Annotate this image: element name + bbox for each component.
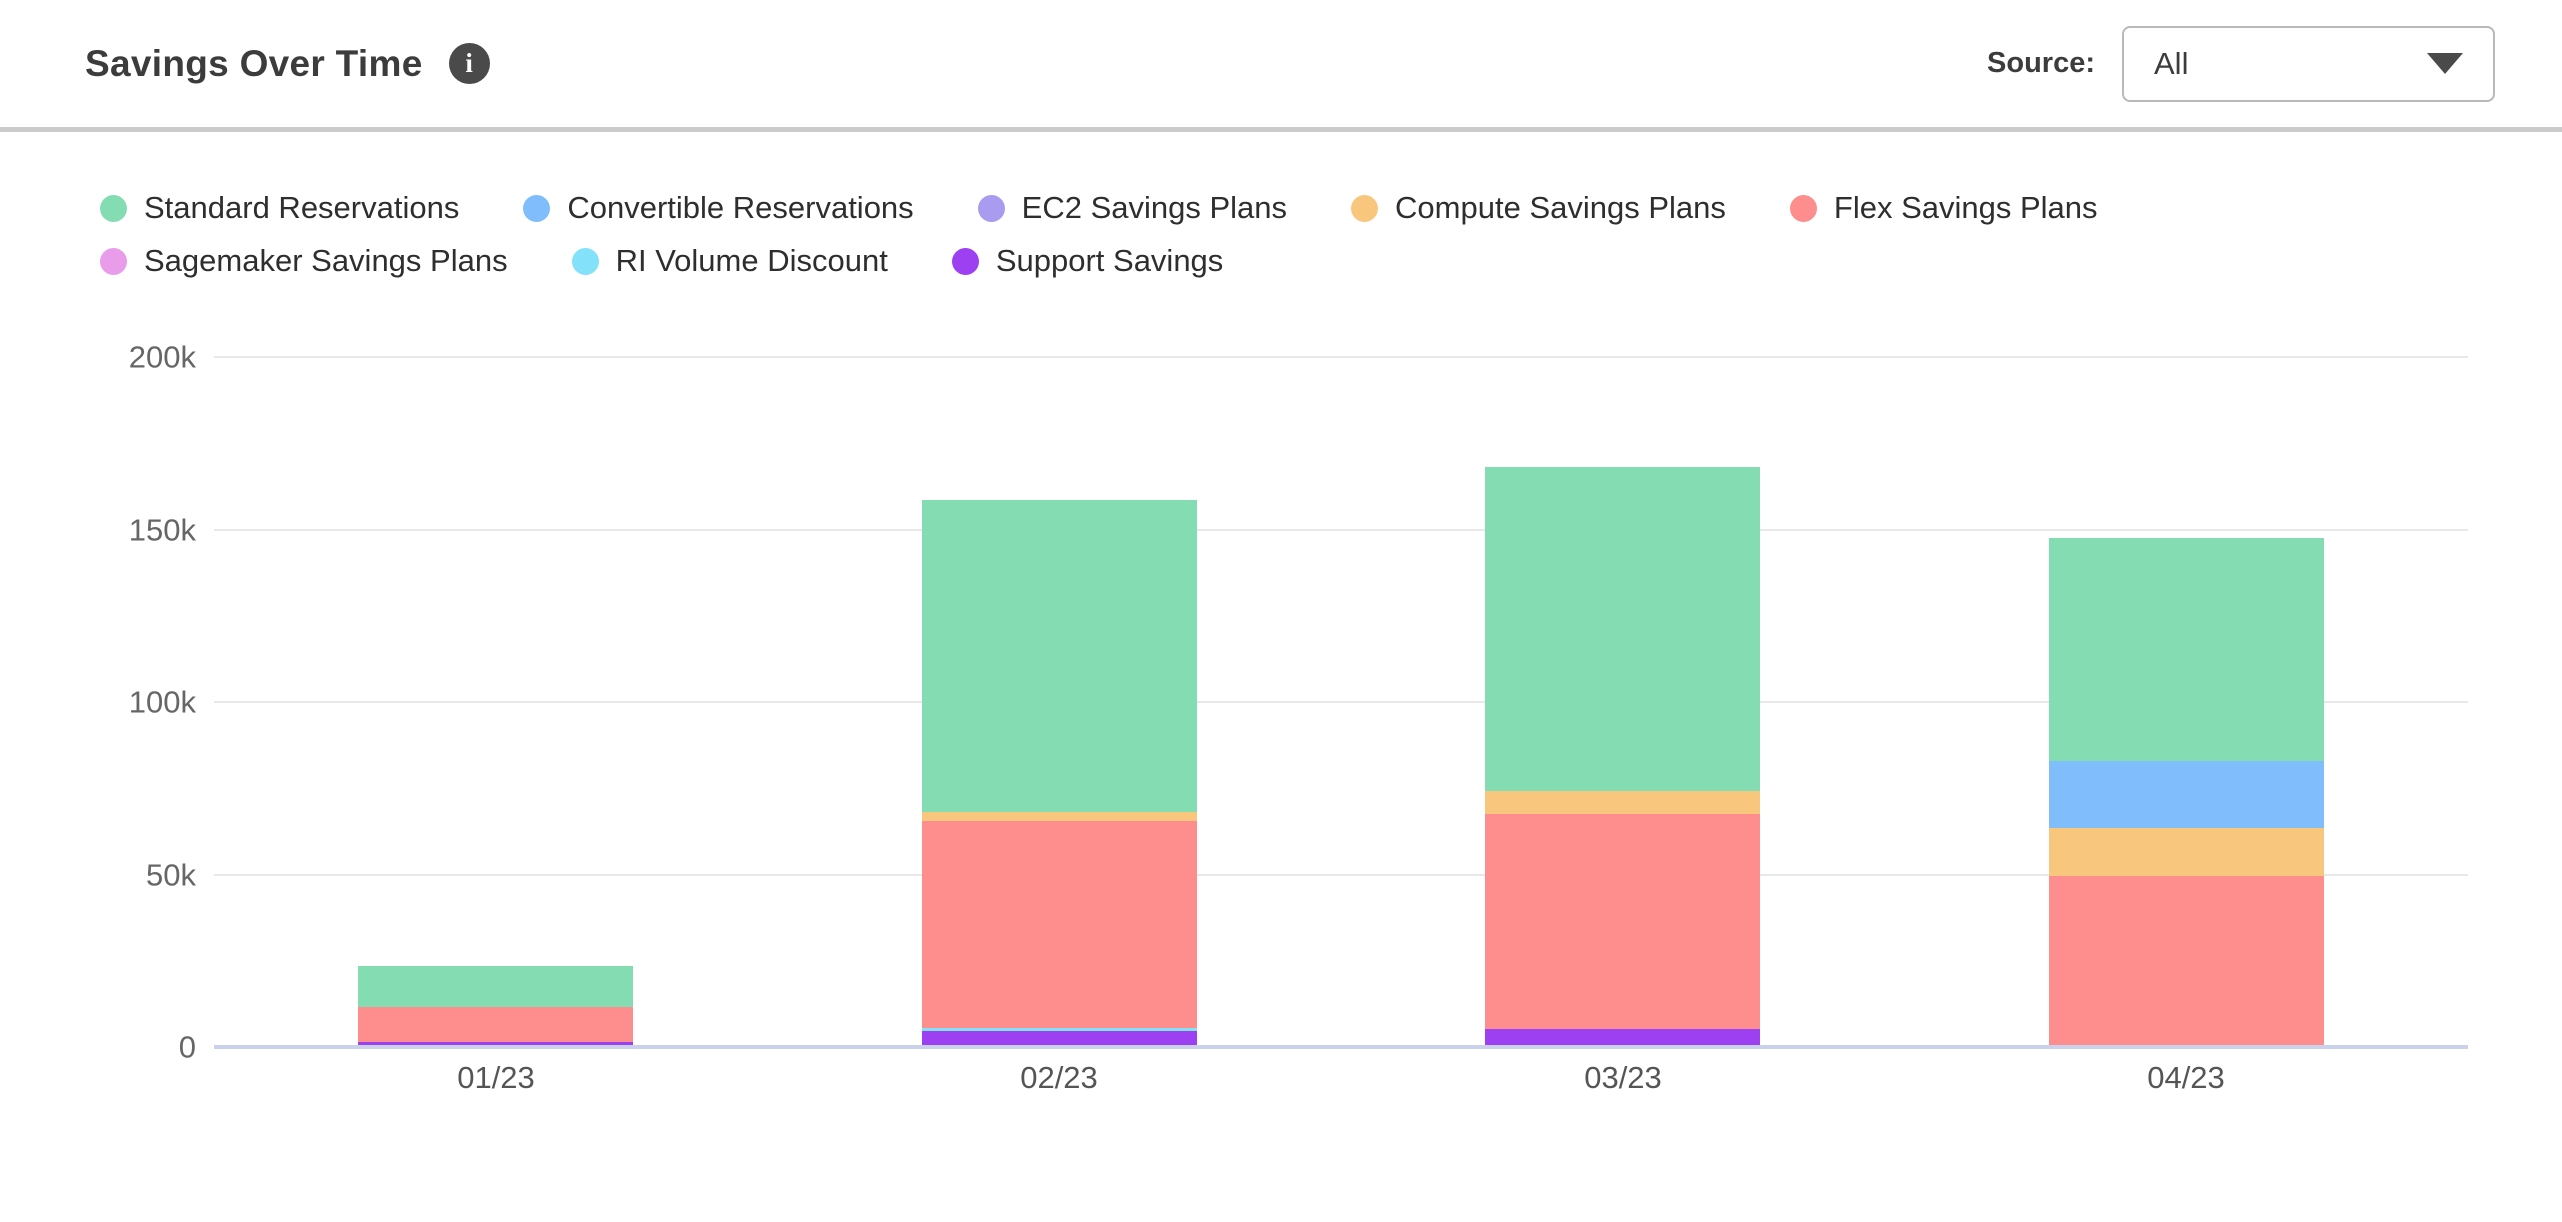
panel-header: Savings Over Time i Source: All — [0, 0, 2562, 127]
page-title: Savings Over Time — [85, 42, 423, 84]
legend-item[interactable]: Compute Savings Plans — [1351, 190, 1726, 226]
bar-segment[interactable] — [922, 500, 1197, 813]
bar-segment[interactable] — [1485, 813, 1760, 1030]
y-axis-tick-label: 150k — [128, 512, 196, 548]
legend-swatch-icon — [977, 194, 1005, 222]
bar-segment[interactable] — [2049, 538, 2324, 761]
y-axis-tick-label: 200k — [128, 339, 196, 375]
legend-swatch-icon — [951, 247, 979, 275]
bar-segment[interactable] — [922, 1027, 1197, 1032]
legend-label: Compute Savings Plans — [1395, 190, 1726, 225]
stacked-bar — [922, 500, 1197, 1047]
bar-segment[interactable] — [358, 1041, 633, 1048]
header-divider — [0, 127, 2562, 132]
x-axis-tick-label: 01/23 — [457, 1060, 535, 1095]
y-axis-tick-label: 50k — [146, 857, 196, 893]
x-axis-line — [214, 1045, 2468, 1049]
legend-swatch-icon — [571, 247, 599, 275]
legend-item[interactable]: Sagemaker Savings Plans — [100, 243, 508, 279]
legend-label: RI Volume Discount — [615, 243, 888, 278]
gridline — [214, 701, 2468, 703]
x-axis-tick-label: 03/23 — [1584, 1060, 1662, 1095]
legend-label: Support Savings — [995, 243, 1224, 278]
legend-item[interactable]: EC2 Savings Plans — [977, 190, 1288, 226]
gridline — [214, 874, 2468, 876]
legend-item[interactable]: Flex Savings Plans — [1789, 190, 2098, 226]
chevron-down-icon — [2427, 53, 2463, 74]
bar-segment[interactable] — [922, 820, 1197, 1028]
legend-item[interactable]: Convertible Reservations — [523, 190, 914, 226]
legend-swatch-icon — [1789, 194, 1817, 222]
bar-segment[interactable] — [1485, 1029, 1760, 1047]
source-dropdown[interactable]: All — [2122, 25, 2495, 102]
legend-label: Flex Savings Plans — [1833, 190, 2098, 225]
stacked-bar — [358, 966, 633, 1048]
legend-label: EC2 Savings Plans — [1021, 190, 1288, 225]
legend-label: Standard Reservations — [144, 190, 460, 225]
gridline — [214, 356, 2468, 358]
source-dropdown-value: All — [2154, 45, 2189, 81]
bar-segment[interactable] — [922, 812, 1197, 821]
source-label: Source: — [1987, 47, 2095, 79]
legend-swatch-icon — [100, 247, 127, 275]
legend-item[interactable]: Standard Reservations — [100, 190, 459, 226]
gridline — [214, 529, 2468, 531]
bar-segment[interactable] — [922, 1031, 1197, 1047]
bar-segment[interactable] — [358, 966, 633, 1008]
legend-item[interactable]: Support Savings — [951, 243, 1224, 279]
legend-label: Convertible Reservations — [567, 190, 914, 225]
stacked-bar — [2049, 538, 2324, 1047]
bar-segment[interactable] — [2049, 760, 2324, 828]
bar-segment[interactable] — [1485, 467, 1760, 792]
bar-segment[interactable] — [2049, 876, 2324, 1047]
y-axis-tick-label: 100k — [128, 684, 196, 720]
legend-item[interactable]: RI Volume Discount — [571, 243, 888, 279]
legend-swatch-icon — [100, 194, 127, 222]
bar-segment[interactable] — [358, 1007, 633, 1042]
legend-swatch-icon — [1351, 194, 1379, 222]
stacked-bar — [1485, 467, 1760, 1047]
y-axis-tick-label: 0 — [178, 1029, 196, 1065]
legend: Standard Reservations Convertible Reserva… — [100, 190, 2430, 279]
bar-segment[interactable] — [2049, 827, 2324, 877]
legend-swatch-icon — [523, 194, 551, 222]
bar-segment[interactable] — [1485, 791, 1760, 814]
legend-label: Sagemaker Savings Plans — [144, 243, 508, 278]
x-axis-tick-label: 02/23 — [1020, 1060, 1098, 1095]
info-icon[interactable]: i — [448, 43, 490, 84]
x-axis-tick-label: 04/23 — [2147, 1060, 2225, 1095]
